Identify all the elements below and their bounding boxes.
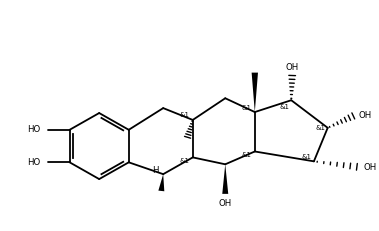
Text: HO: HO	[27, 125, 40, 134]
Text: HO: HO	[27, 158, 40, 167]
Polygon shape	[252, 73, 258, 112]
Text: H: H	[152, 166, 158, 175]
Text: &1: &1	[241, 105, 252, 111]
Polygon shape	[222, 164, 228, 194]
Text: &1: &1	[301, 154, 312, 160]
Text: &1: &1	[280, 104, 290, 110]
Text: OH: OH	[364, 163, 377, 172]
Text: &1: &1	[315, 125, 325, 131]
Text: &1: &1	[180, 112, 190, 119]
Polygon shape	[158, 174, 164, 191]
Text: &1: &1	[241, 152, 252, 158]
Text: OH: OH	[359, 110, 372, 119]
Text: &1: &1	[180, 158, 190, 164]
Text: OH: OH	[286, 63, 299, 72]
Text: OH: OH	[219, 199, 232, 208]
